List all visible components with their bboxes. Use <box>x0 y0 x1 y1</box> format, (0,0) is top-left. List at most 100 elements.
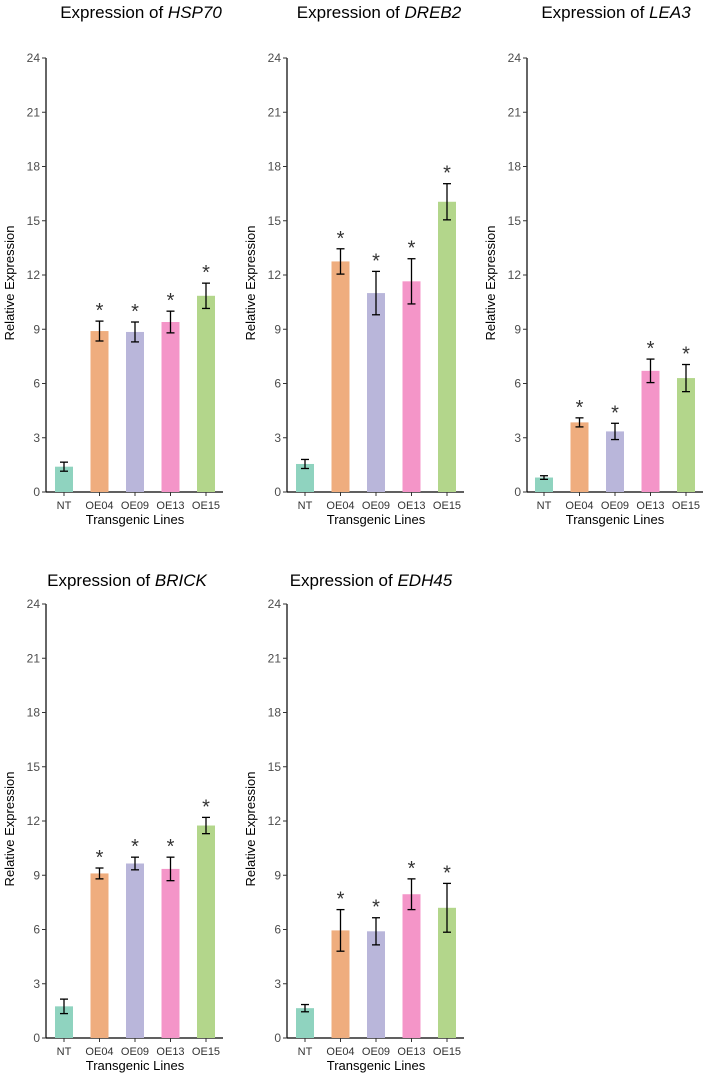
bar-oe15 <box>677 378 695 492</box>
significance-marker: * <box>167 836 175 858</box>
chart-title: Expression of EDH45 <box>290 571 453 590</box>
significance-marker: * <box>611 402 619 424</box>
y-tick-label: 12 <box>508 268 522 282</box>
significance-marker: * <box>131 836 139 858</box>
chart-panel-edh45: Expression of EDH45 0 3 6 9 12 15 18 21 24 Relativ… <box>243 571 464 1073</box>
significance-marker: * <box>167 290 175 312</box>
y-tick-label: 15 <box>268 760 282 774</box>
y-tick-label: 18 <box>27 160 41 174</box>
y-tick-label: 24 <box>268 597 282 611</box>
significance-marker: * <box>443 163 451 185</box>
bar-oe13 <box>161 322 180 492</box>
bar-oe04 <box>90 873 109 1038</box>
x-axis-label: Transgenic Lines <box>86 512 185 527</box>
y-tick-label: 18 <box>268 706 282 720</box>
chart-title: Expression of HSP70 <box>60 3 222 22</box>
bar-nt <box>55 1006 73 1038</box>
y-tick-label: 15 <box>27 760 41 774</box>
x-tick-label: OE04 <box>326 500 354 512</box>
x-tick-label: NT <box>298 500 313 512</box>
y-tick-label: 6 <box>514 377 521 391</box>
y-tick-label: 12 <box>27 814 41 828</box>
significance-marker: * <box>372 250 380 272</box>
y-tick-label: 9 <box>274 868 281 882</box>
y-tick-label: 6 <box>33 923 40 937</box>
chart-title: Expression of DREB2 <box>297 3 462 22</box>
chart-title-prefix: Expression of <box>47 571 155 590</box>
x-tick-label: OE13 <box>397 500 425 512</box>
chart-title: Expression of LEA3 <box>541 3 691 22</box>
y-tick-label: 21 <box>27 105 41 119</box>
bar-oe09 <box>126 331 144 492</box>
y-tick-label: 9 <box>33 868 40 882</box>
y-tick-label: 6 <box>274 377 281 391</box>
y-tick-label: 21 <box>268 105 282 119</box>
significance-marker: * <box>337 889 345 911</box>
bar-oe09 <box>367 931 385 1038</box>
y-tick-label: 0 <box>33 1031 40 1045</box>
x-tick-label: OE04 <box>85 500 113 512</box>
chart-title-gene: HSP70 <box>168 3 222 22</box>
x-axis-label: Transgenic Lines <box>327 1058 426 1073</box>
x-axis-label: Transgenic Lines <box>566 512 665 527</box>
y-tick-label: 9 <box>274 322 281 336</box>
y-tick-label: 15 <box>27 214 41 228</box>
y-tick-label: 6 <box>274 923 281 937</box>
chart-title-gene: BRICK <box>155 571 208 590</box>
y-tick-label: 21 <box>508 105 522 119</box>
x-tick-label: OE15 <box>433 1046 461 1058</box>
y-tick-label: 15 <box>268 214 282 228</box>
y-tick-label: 24 <box>268 51 282 65</box>
x-tick-label: NT <box>57 1046 72 1058</box>
y-tick-label: 24 <box>27 597 41 611</box>
y-tick-label: 12 <box>268 268 282 282</box>
x-axis-label: Transgenic Lines <box>86 1058 185 1073</box>
bar-oe13 <box>402 281 421 492</box>
y-tick-label: 24 <box>27 51 41 65</box>
y-tick-label: 3 <box>33 431 40 445</box>
x-tick-label: OE09 <box>121 1046 149 1058</box>
bar-oe04 <box>90 331 109 492</box>
bar-oe04 <box>331 930 350 1038</box>
x-tick-label: OE09 <box>362 500 390 512</box>
y-tick-label: 3 <box>514 431 521 445</box>
significance-marker: * <box>576 397 584 419</box>
x-axis-label: Transgenic Lines <box>327 512 426 527</box>
chart-panel-brick: Expression of BRICK 0 3 6 9 12 15 18 21 24 Relativ… <box>2 571 223 1073</box>
chart-title-prefix: Expression of <box>541 3 649 22</box>
y-tick-label: 12 <box>268 814 282 828</box>
x-tick-label: NT <box>298 1046 313 1058</box>
chart-panel-hsp70: Expression of HSP70 0 3 6 9 12 15 18 21 24 Relativ… <box>2 3 223 527</box>
bar-oe15 <box>438 907 456 1038</box>
significance-marker: * <box>202 262 210 284</box>
bar-oe13 <box>161 868 180 1038</box>
x-tick-label: OE13 <box>156 1046 184 1058</box>
chart-panel-dreb2: Expression of DREB2 0 3 6 9 12 15 18 21 24 Relativ… <box>243 3 464 527</box>
bar-oe09 <box>367 293 385 492</box>
y-axis-label: Relative Expression <box>483 226 498 341</box>
y-tick-label: 21 <box>268 651 282 665</box>
y-tick-label: 24 <box>508 51 522 65</box>
x-tick-label: NT <box>57 500 72 512</box>
x-tick-label: OE04 <box>565 500 593 512</box>
bar-nt <box>296 1008 314 1038</box>
x-tick-label: OE04 <box>326 1046 354 1058</box>
significance-marker: * <box>96 300 104 322</box>
y-tick-label: 18 <box>268 160 282 174</box>
x-tick-label: OE15 <box>433 500 461 512</box>
chart-title-gene: EDH45 <box>397 571 452 590</box>
x-tick-label: OE15 <box>192 500 220 512</box>
chart-panel-lea3: Expression of LEA3 0 3 6 9 12 15 18 21 24 Relative… <box>483 3 703 527</box>
y-tick-label: 9 <box>514 322 521 336</box>
significance-marker: * <box>443 862 451 884</box>
x-tick-label: OE13 <box>636 500 664 512</box>
x-tick-label: OE09 <box>362 1046 390 1058</box>
y-tick-label: 0 <box>33 485 40 499</box>
y-tick-label: 9 <box>33 322 40 336</box>
y-tick-label: 15 <box>508 214 522 228</box>
bar-oe15 <box>197 295 215 492</box>
bar-oe09 <box>606 431 624 492</box>
significance-marker: * <box>96 847 104 869</box>
x-tick-label: NT <box>537 500 552 512</box>
y-tick-label: 3 <box>274 977 281 991</box>
